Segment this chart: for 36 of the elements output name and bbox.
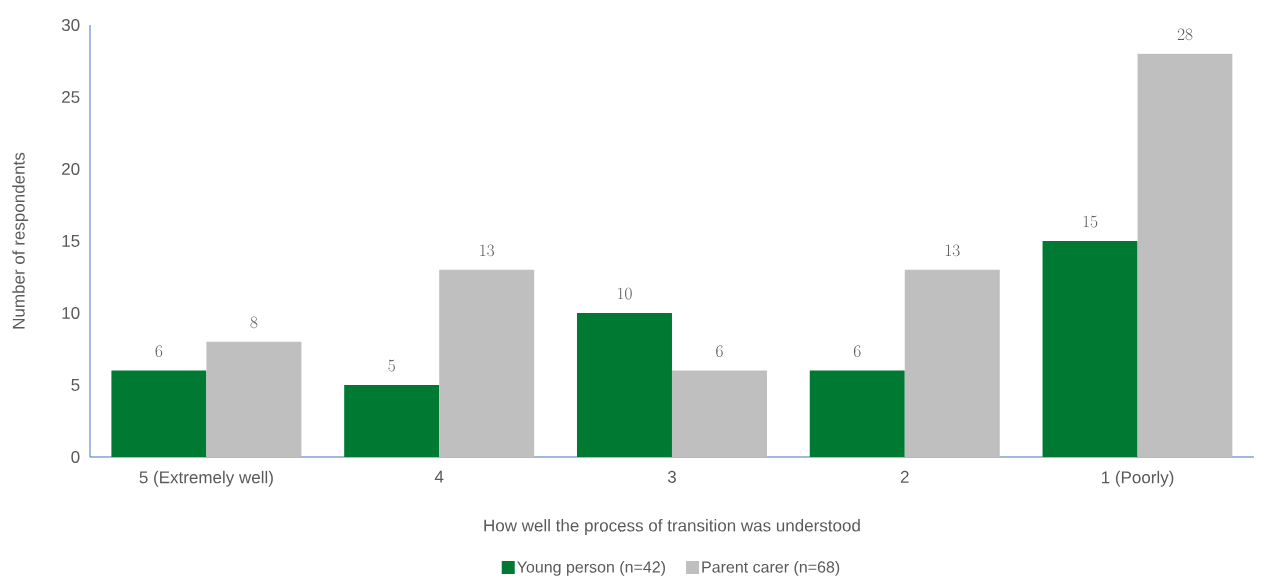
data-label: 10 bbox=[618, 287, 632, 300]
y-tick-label: 10 bbox=[62, 306, 80, 320]
bar bbox=[671, 370, 767, 457]
data-label: 15 bbox=[1083, 215, 1098, 228]
bar bbox=[344, 384, 440, 457]
x-tick-label: 2 bbox=[900, 470, 909, 483]
y-tick-label: 5 bbox=[71, 379, 80, 391]
bar bbox=[576, 312, 672, 457]
bar bbox=[439, 269, 535, 457]
x-tick-label: 1 (Poorly) bbox=[1102, 470, 1174, 487]
data-label: 13 bbox=[480, 244, 495, 257]
x-axis-title: How well the process of transition was understood bbox=[484, 519, 860, 535]
data-label: 8 bbox=[250, 316, 258, 329]
bar bbox=[904, 269, 1000, 457]
bar bbox=[111, 370, 207, 457]
y-tick-label: 0 bbox=[71, 450, 80, 464]
x-tick-label: 5 (Extremely well) bbox=[139, 470, 273, 487]
data-label: 6 bbox=[155, 345, 163, 358]
bar bbox=[206, 341, 302, 457]
legend-label: Young person (n=42) bbox=[517, 560, 665, 576]
x-tick-label: 3 bbox=[667, 470, 676, 483]
data-label: 5 bbox=[388, 359, 395, 372]
y-tick-label: 25 bbox=[62, 90, 80, 104]
legend-label: Parent carer (n=68) bbox=[702, 560, 840, 576]
y-tick-label: 15 bbox=[62, 235, 80, 247]
y-tick-label: 30 bbox=[61, 18, 80, 32]
data-label: 13 bbox=[945, 244, 960, 257]
y-tick-label: 20 bbox=[62, 162, 80, 176]
y-axis-title: Number of respondents bbox=[12, 152, 29, 329]
bar bbox=[1042, 240, 1138, 457]
x-tick-label: 4 bbox=[434, 470, 444, 483]
data-label: 6 bbox=[716, 345, 723, 358]
bar bbox=[1137, 53, 1233, 457]
bar bbox=[809, 370, 905, 457]
data-label: 28 bbox=[1177, 28, 1193, 41]
data-label: 6 bbox=[853, 345, 861, 358]
